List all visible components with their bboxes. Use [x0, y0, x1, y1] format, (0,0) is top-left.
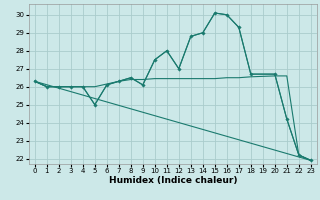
- X-axis label: Humidex (Indice chaleur): Humidex (Indice chaleur): [108, 176, 237, 185]
